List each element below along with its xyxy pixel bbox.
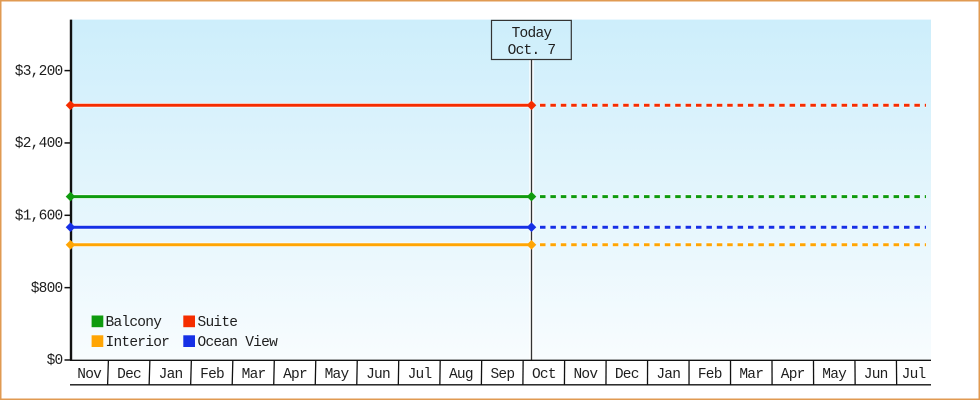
svg-text:$0: $0 bbox=[47, 353, 63, 369]
svg-text:Suite: Suite bbox=[198, 315, 238, 331]
svg-text:Jun: Jun bbox=[864, 367, 888, 383]
svg-text:Nov: Nov bbox=[77, 367, 102, 383]
svg-text:Feb: Feb bbox=[200, 367, 224, 383]
svg-text:Jan: Jan bbox=[159, 367, 183, 383]
svg-text:Balcony: Balcony bbox=[106, 315, 163, 331]
svg-text:Interior: Interior bbox=[106, 335, 170, 351]
svg-text:Feb: Feb bbox=[698, 367, 722, 383]
svg-text:Mar: Mar bbox=[242, 367, 266, 383]
svg-text:Oct: Oct bbox=[532, 367, 556, 383]
svg-text:Nov: Nov bbox=[573, 367, 598, 383]
svg-text:Jul: Jul bbox=[408, 367, 432, 383]
svg-text:Today: Today bbox=[512, 26, 553, 42]
svg-text:Ocean View: Ocean View bbox=[198, 335, 279, 351]
svg-text:Sep: Sep bbox=[490, 367, 514, 383]
svg-text:Apr: Apr bbox=[781, 367, 805, 383]
svg-text:Dec: Dec bbox=[117, 367, 141, 383]
svg-text:Jul: Jul bbox=[902, 367, 926, 383]
svg-text:$800: $800 bbox=[31, 281, 63, 297]
svg-text:$3,200: $3,200 bbox=[15, 64, 63, 80]
svg-text:Mar: Mar bbox=[739, 367, 763, 383]
svg-text:Jan: Jan bbox=[656, 367, 680, 383]
svg-text:Oct. 7: Oct. 7 bbox=[508, 43, 556, 59]
svg-text:Dec: Dec bbox=[615, 367, 639, 383]
svg-text:May: May bbox=[822, 367, 847, 383]
svg-text:$2,400: $2,400 bbox=[15, 136, 63, 152]
svg-text:Aug: Aug bbox=[449, 367, 473, 383]
svg-text:$1,600: $1,600 bbox=[15, 209, 63, 225]
svg-text:May: May bbox=[325, 367, 350, 383]
svg-text:Apr: Apr bbox=[283, 367, 307, 383]
svg-text:Jun: Jun bbox=[366, 367, 390, 383]
